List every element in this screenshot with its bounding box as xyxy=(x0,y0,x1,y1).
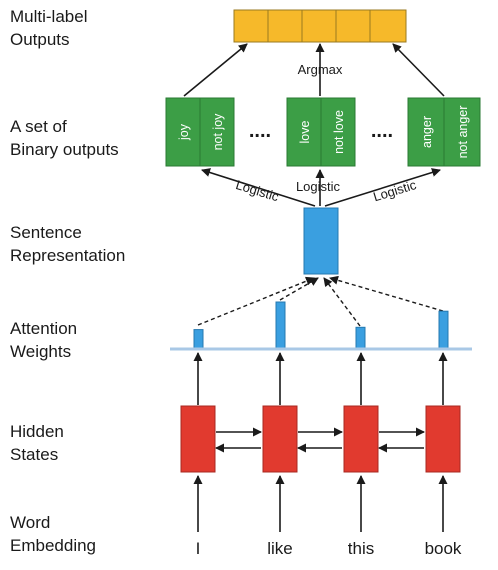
hidden-state-3 xyxy=(343,405,379,473)
hidden-states-label-line1: Hidden xyxy=(10,422,64,441)
binary-box xyxy=(199,97,235,167)
binary-group-joy: joy not joy xyxy=(165,97,235,167)
argmax-label: Argmax xyxy=(298,62,343,77)
binary-box xyxy=(320,97,356,167)
hidden-state-1 xyxy=(180,405,216,473)
output-cell xyxy=(267,9,303,43)
ellipsis-right: .... xyxy=(371,120,393,142)
binary-label-not-joy: not joy xyxy=(211,113,225,151)
output-cell xyxy=(233,9,269,43)
multi-label-outputs-label-line1: Multi-label xyxy=(10,7,87,26)
word-token: like xyxy=(267,539,293,558)
logistic-label-right: Logistic xyxy=(371,177,418,204)
sentence-representation-label-line1: Sentence xyxy=(10,223,82,242)
attention-arrow-2 xyxy=(279,277,319,301)
output-cell xyxy=(335,9,371,43)
logistic-arrow-left xyxy=(201,168,316,207)
binary-label-not-love: not love xyxy=(332,110,346,154)
binary-label-love: love xyxy=(298,120,312,143)
binary-label-joy: joy xyxy=(177,123,191,141)
attention-bar xyxy=(438,310,449,349)
word-token: this xyxy=(348,539,374,558)
logistic-label-left: Logistic xyxy=(234,177,281,204)
logistic-label-center: Logistic xyxy=(296,179,341,194)
attention-weights-label-line1: Attention xyxy=(10,319,77,338)
hidden-state-4 xyxy=(425,405,461,473)
word-embedding-label-line2: Embedding xyxy=(10,536,96,555)
argmax-arrow-right xyxy=(392,43,445,97)
logistic-arrow-right xyxy=(324,168,441,207)
attention-weights-label-line2: Weights xyxy=(10,342,71,361)
ellipsis-left: .... xyxy=(249,120,271,142)
binary-group-anger: anger not anger xyxy=(407,97,481,167)
attention-bar xyxy=(193,329,204,349)
hidden-states-label-line2: States xyxy=(10,445,58,464)
output-cell xyxy=(301,9,337,43)
attention-arrow-3 xyxy=(323,277,361,327)
multi-label-outputs-label-line2: Outputs xyxy=(10,30,70,49)
output-cell xyxy=(369,9,407,43)
multi-label-output-vector xyxy=(233,9,407,43)
attention-bar xyxy=(355,326,366,349)
binary-outputs-label-line2: Binary outputs xyxy=(10,140,119,159)
binary-box xyxy=(286,97,322,167)
binary-outputs-label-line1: A set of xyxy=(10,117,67,136)
sentence-representation-label-line2: Representation xyxy=(10,246,125,265)
word-token: I xyxy=(196,539,201,558)
binary-box xyxy=(443,97,481,167)
argmax-arrow-left xyxy=(183,43,248,97)
word-embedding-label-line1: Word xyxy=(10,513,50,532)
binary-group-love: love not love xyxy=(286,97,356,167)
attention-weights xyxy=(193,301,449,349)
hidden-state-2 xyxy=(262,405,298,473)
binary-label-not-anger: not anger xyxy=(456,106,470,159)
attention-arrow-1 xyxy=(197,276,315,326)
attention-arrow-4 xyxy=(329,275,444,312)
sentence-vector xyxy=(303,207,339,275)
attention-bar xyxy=(275,301,286,349)
word-token: book xyxy=(425,539,462,558)
binary-label-anger: anger xyxy=(420,116,434,148)
